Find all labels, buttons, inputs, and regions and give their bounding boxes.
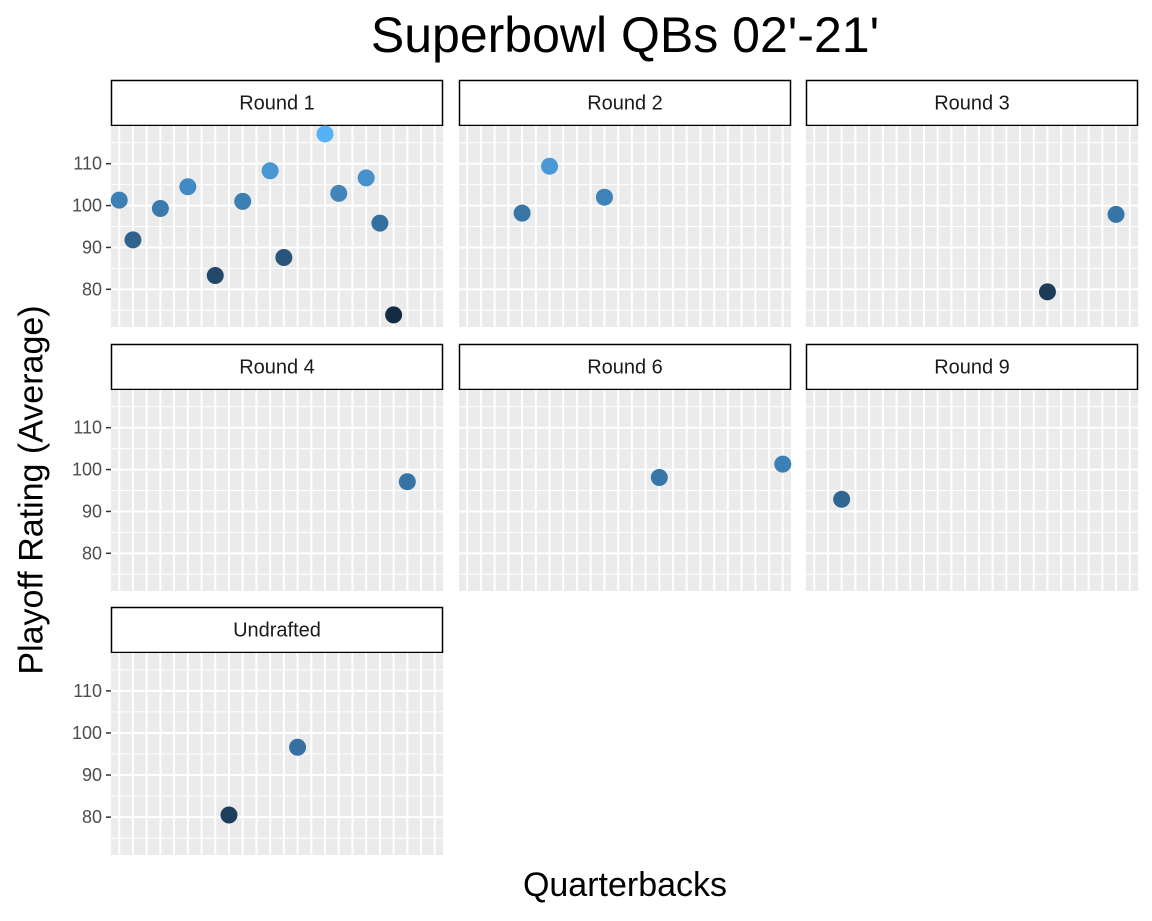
y-tick-label: 110 <box>73 681 102 701</box>
data-point <box>595 188 613 206</box>
data-point <box>220 806 238 824</box>
data-point <box>316 125 334 143</box>
facet-strip-round-9 <box>805 343 1139 391</box>
x-axis-label: Quarterbacks <box>522 866 728 904</box>
facet-strip-label: Round 9 <box>934 357 1010 379</box>
facet-strip-round-3 <box>805 79 1139 127</box>
facet-strip-label: Round 2 <box>587 93 663 115</box>
data-point <box>206 266 224 284</box>
y-tick-label: 90 <box>82 765 102 785</box>
data-point <box>541 157 559 175</box>
data-point <box>110 191 128 209</box>
data-point <box>1038 283 1056 301</box>
y-tick-label: 80 <box>82 807 102 827</box>
facet-strip-label: Round 1 <box>239 93 315 115</box>
data-point <box>261 162 279 180</box>
y-tick-label: 100 <box>72 723 102 743</box>
facet-strip-label: Round 6 <box>587 357 663 379</box>
y-tick-label: 80 <box>82 279 102 299</box>
data-point <box>371 214 389 232</box>
data-point <box>385 306 403 324</box>
data-point <box>151 199 169 217</box>
chart-title: Superbowl QBs 02'-21' <box>370 7 880 63</box>
data-point <box>275 248 293 266</box>
y-tick-label: 90 <box>82 501 102 521</box>
facet-strip-round-1 <box>110 79 444 127</box>
facet-strip-undrafted <box>110 606 444 654</box>
data-point <box>513 204 531 222</box>
data-point <box>398 473 416 491</box>
data-point <box>124 231 142 249</box>
y-tick-label: 100 <box>72 460 102 480</box>
data-point <box>234 192 252 210</box>
y-tick-label: 100 <box>72 196 102 216</box>
data-point <box>357 169 375 187</box>
y-tick-label: 110 <box>73 154 102 174</box>
facet-strip-round-4 <box>110 343 444 391</box>
y-tick-label: 80 <box>82 543 102 563</box>
facet-strip-label: Round 4 <box>239 357 315 379</box>
data-point <box>650 469 668 487</box>
data-point <box>833 490 851 508</box>
facet-strip-label: Round 3 <box>934 93 1010 115</box>
y-tick-label: 110 <box>73 418 102 438</box>
data-point <box>1107 205 1125 223</box>
data-point <box>330 184 348 202</box>
y-tick-label: 90 <box>82 237 102 257</box>
data-point <box>774 455 792 473</box>
facet-strip-label: Undrafted <box>233 620 321 642</box>
data-point <box>289 738 307 756</box>
data-point <box>179 178 197 196</box>
facet-strip-round-2 <box>458 79 792 127</box>
facet-strip-round-6 <box>458 343 792 391</box>
